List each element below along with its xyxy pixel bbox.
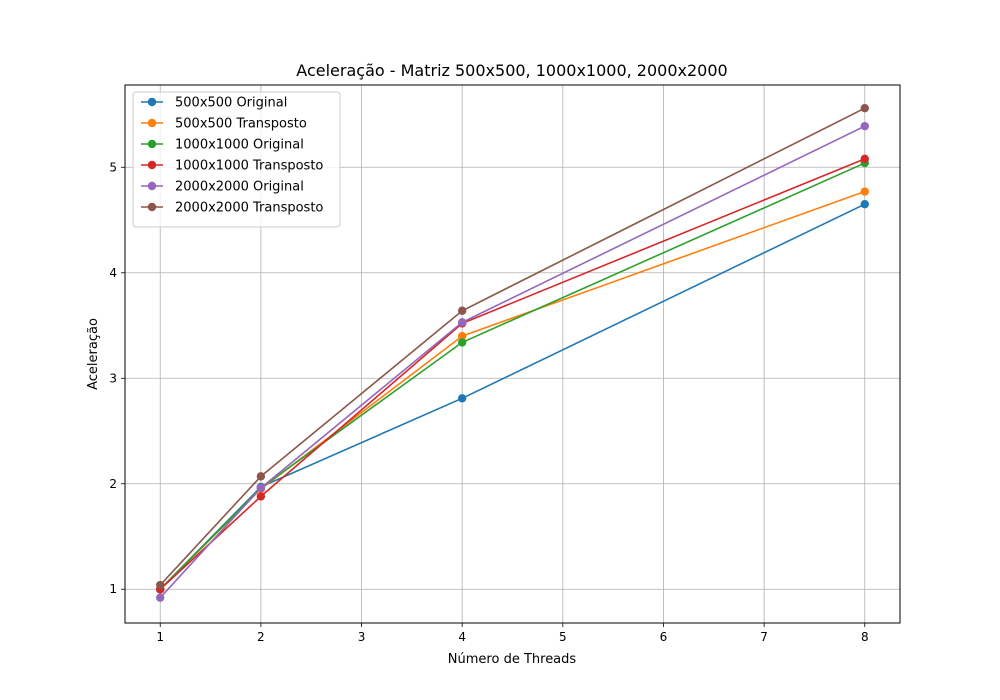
grid [125, 85, 900, 623]
legend-marker [147, 202, 157, 212]
data-point [860, 187, 869, 196]
chart-title: Aceleração - Matriz 500x500, 1000x1000, … [296, 61, 727, 80]
data-point [457, 306, 467, 315]
data-point [457, 318, 467, 327]
data-point [457, 331, 467, 341]
x-tick-label: 8 [861, 630, 869, 644]
legend-label: 500x500 Transposto [175, 117, 307, 132]
x-tick-label: 6 [660, 630, 668, 644]
legend-label: 1000x1000 Transposto [175, 159, 323, 174]
x-tick-label: 4 [458, 630, 466, 644]
legend-item: 2000x2000 Transposto [141, 201, 323, 216]
series-line [159, 162, 866, 590]
series-0 [156, 200, 869, 594]
legend-marker [147, 160, 157, 170]
data-point [457, 338, 467, 347]
x-axis-label: Número de Threads [448, 652, 577, 667]
data-point [457, 394, 467, 403]
y-tick-label: 4 [109, 266, 117, 280]
series-group [156, 104, 869, 602]
series-5 [156, 104, 869, 590]
data-point [256, 492, 266, 501]
legend-label: 500x500 Original [175, 96, 287, 111]
series-line [159, 107, 866, 586]
legend-label: 1000x1000 Original [175, 138, 304, 153]
x-tick-label: 5 [559, 630, 567, 644]
x-tick-label: 2 [257, 630, 265, 644]
data-point [156, 580, 165, 590]
legend-label: 2000x2000 Original [175, 180, 304, 195]
y-tick-label: 2 [109, 477, 117, 491]
x-tick-label: 7 [760, 630, 768, 644]
y-tick-label: 5 [109, 160, 117, 174]
series-line [159, 203, 866, 590]
legend-item: 2000x2000 Original [141, 180, 304, 195]
legend-item: 1000x1000 Original [141, 138, 304, 153]
data-point [860, 121, 869, 131]
legend-item: 1000x1000 Transposto [141, 159, 323, 174]
x-tick-label: 3 [358, 630, 366, 644]
plot-frame [124, 84, 901, 624]
series-line [159, 125, 866, 599]
data-point [156, 593, 165, 602]
y-tick-label: 3 [109, 371, 117, 385]
data-point [256, 472, 266, 481]
data-point [860, 200, 869, 209]
legend-label: 2000x2000 Transposto [175, 201, 323, 216]
legend-item: 500x500 Transposto [141, 117, 307, 132]
legend: 500x500 Original 500x500 Transposto 1000x1… [132, 91, 341, 228]
legend-item: 500x500 Original [141, 96, 287, 111]
y-axis-label: Aceleração [86, 318, 101, 390]
legend-marker [147, 97, 157, 107]
legend-marker [147, 181, 157, 191]
data-point [256, 483, 266, 493]
legend-marker [147, 139, 157, 149]
x-tick-label: 1 [156, 630, 164, 644]
legend-box [132, 91, 341, 228]
series-line [159, 190, 866, 590]
series-4 [156, 121, 869, 602]
series-1 [156, 187, 869, 594]
legend-marker [147, 118, 157, 128]
data-point [860, 154, 869, 164]
y-tick-label: 1 [109, 582, 117, 596]
axis-ticks: 1 2 3 4 5 6 7 8 1 2 3 4 5 [109, 160, 868, 644]
data-point [860, 104, 869, 113]
